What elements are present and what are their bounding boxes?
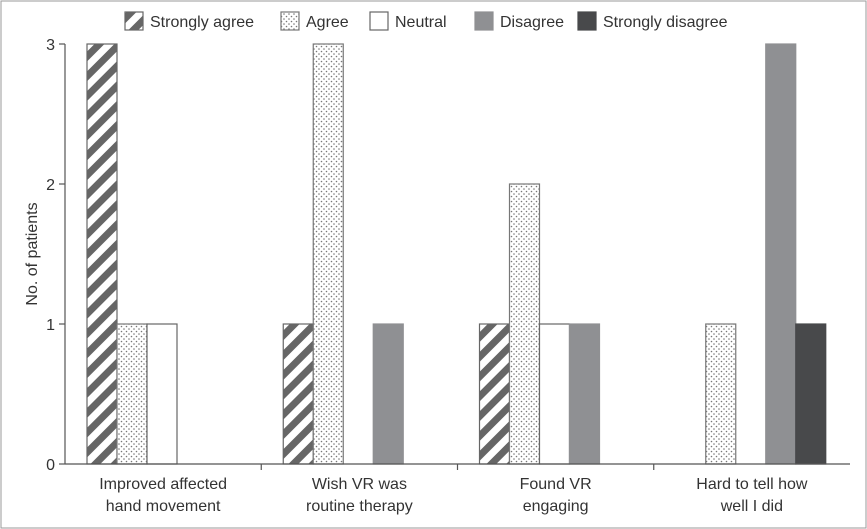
legend-label: Strongly agree (150, 14, 254, 31)
y-tick-label: 0 (46, 457, 55, 474)
x-category-label: Found VR (520, 476, 592, 493)
y-tick-label: 3 (46, 37, 55, 54)
bar-disagree (765, 43, 797, 465)
x-category-label: Hard to tell how (696, 476, 808, 493)
legend-swatch (280, 11, 300, 31)
bar-disagree (568, 323, 601, 465)
bar-strongly-agree (86, 43, 118, 465)
bar-agree (116, 323, 148, 465)
x-category-label: well I did (720, 498, 783, 515)
bar-neutral (538, 323, 571, 465)
y-tick-label: 2 (46, 177, 55, 194)
legend-swatch (577, 11, 597, 31)
legend-label: Neutral (395, 14, 447, 31)
bar-agree (508, 183, 541, 465)
legend-swatch (369, 11, 389, 31)
x-category-label: hand movement (106, 498, 221, 515)
x-category-label: routine therapy (306, 498, 413, 515)
legend-label: Strongly disagree (603, 14, 728, 31)
y-tick-label: 1 (46, 317, 55, 334)
bar-neutral (146, 323, 178, 465)
bar-strongly-disagree (795, 323, 827, 465)
y-axis-label: No. of patients (24, 202, 41, 305)
bar-agree (312, 43, 344, 465)
bar-disagree (372, 323, 404, 465)
legend-label: Agree (306, 14, 349, 31)
bar-strongly-agree (282, 323, 314, 465)
x-category-label: Wish VR was (312, 476, 407, 493)
x-category-label: engaging (523, 498, 589, 515)
legend-label: Disagree (500, 14, 564, 31)
bar-agree (705, 323, 737, 465)
x-category-label: Improved affected (99, 476, 227, 493)
legend-swatch (124, 11, 144, 31)
bar-strongly-agree (478, 323, 511, 465)
legend-swatch (474, 11, 494, 31)
